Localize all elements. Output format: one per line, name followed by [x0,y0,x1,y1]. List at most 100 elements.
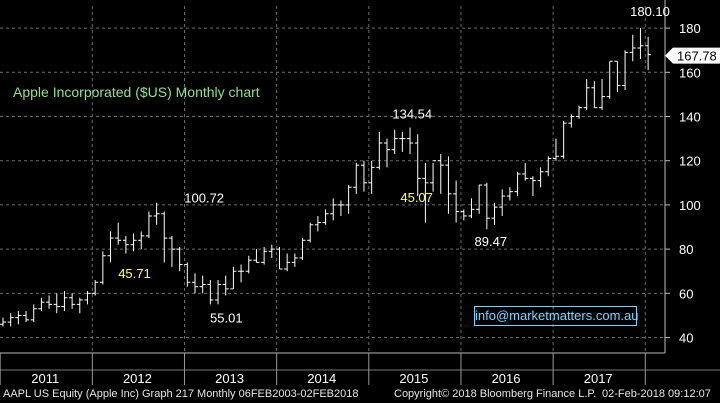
ohlc-bar [499,189,506,216]
ohlc-bar [414,134,421,197]
ohlc-bar [184,262,191,287]
ohlc-bar [384,138,390,168]
footer-security: AAPL US Equity (Apple Inc) Graph 217 Mon… [3,388,359,400]
last-price-label: 167.78 [677,49,717,64]
ohlc-bar [38,297,45,312]
ohlc-bar [161,211,168,263]
ohlc-bar [176,246,183,272]
annotations: 100.72 45.71 55.01 134.54 45.07 89.47 180.10 [118,4,670,325]
ohlc-bar [307,222,314,243]
ohlc-bar [629,34,636,62]
ohlc-bar [53,293,60,314]
ohlc-bar [107,231,114,263]
ohlc-bar [276,246,283,270]
ohlc-bar [576,105,582,119]
ohlc-bar [376,131,383,170]
ohlc-bar [407,127,414,155]
ohlc-bar [337,200,344,216]
ohlc-bar [168,235,175,267]
annotation-label: 55.01 [210,310,243,325]
x-axis: 2011 2012 2013 2014 2015 2016 2017 [0,352,720,385]
y-tick-label: 80 [679,242,693,257]
ohlc-bar [284,253,291,272]
y-axis: 40 60 80 100 120 140 160 180 167.78 [664,0,720,353]
ohlc-bar [483,182,490,230]
ohlc-bar [545,156,552,177]
ohlc-bar [15,311,22,325]
x-tick-label: 2017 [584,371,613,385]
x-tick-label: 2016 [492,371,521,385]
ohlc-bar [622,50,629,90]
ohlc-bar [314,215,321,232]
price-chart: 40 60 80 100 120 140 160 180 167.78 2011 2012 2013… [0,0,720,385]
y-tick-label: 40 [679,331,693,346]
annotation-label: 134.54 [392,107,432,122]
ohlc-bar [391,129,398,155]
ohlc-bar [23,311,30,323]
email-link[interactable]: info@marketmatters.com.au [474,306,638,326]
ohlc-bar [30,304,37,323]
ohlc-bar [230,266,237,290]
ohlc-bar [322,209,329,225]
ohlc-bar [614,60,621,93]
ohlc-bar [591,81,598,109]
ohlc-bar [491,202,498,225]
ohlc-bar [46,295,53,309]
y-tick-label: 100 [679,198,701,213]
ohlc-bar [368,160,375,194]
ohlc-bar [529,176,536,197]
ohlc-bar [268,244,275,258]
x-tick-label: 2011 [31,371,59,385]
ohlc-bar [606,60,613,99]
last-price-tag [665,47,720,64]
ohlc-bar [645,36,652,71]
ohlc-bar [445,156,452,214]
ohlc-bar [61,291,68,312]
annotation-label: 100.72 [184,190,224,205]
ohlc-bar [583,78,590,110]
ohlc-bar [261,246,268,265]
ohlc-bar [514,171,521,197]
footer-bar: AAPL US Equity (Apple Inc) Graph 217 Mon… [0,385,720,403]
ohlc-bar [122,235,129,254]
ohlc-bar [560,120,567,159]
ohlc-bar [568,114,575,128]
ohlc-bar [399,131,406,152]
ohlc-bar [222,275,229,296]
ohlc-bar [453,180,460,223]
gridlines [0,6,665,353]
ohlc-bar [145,211,152,239]
ohlc-bar [69,293,76,309]
ohlc-bar [430,160,437,192]
ohlc-bar [115,222,122,245]
ohlc-bar [345,185,352,214]
ohlc-bar [599,78,606,110]
ohlc-bar [7,313,14,327]
ohlc-bar [291,253,298,267]
ohlc-bar [552,138,559,161]
ohlc-bar [199,275,206,294]
x-tick-label: 2013 [215,371,244,385]
y-tick-label: 140 [679,110,701,125]
y-tick-label: 160 [679,65,701,80]
x-tick-label: 2012 [123,371,152,385]
x-tick-label: 2014 [307,371,336,385]
ohlc-bars [0,28,652,327]
footer-timestamp: 02-Feb-2018 09:12:07 [602,388,711,400]
annotation-label: 180.10 [630,4,670,19]
ohlc-bar [153,202,160,225]
ohlc-bar [253,249,260,263]
ohlc-bar [330,198,337,221]
ohlc-bar [437,154,444,194]
ohlc-bar [192,273,198,294]
ohlc-bar [476,184,483,214]
ohlc-bar [353,162,360,194]
ohlc-bar [215,280,222,305]
ohlc-bar [506,187,513,201]
ohlc-bar [299,238,306,261]
ohlc-bar [422,162,429,223]
chart-title: Apple Incorporated ($US) Monthly chart [13,84,260,100]
ohlc-bar [238,264,245,283]
ohlc-bar [92,280,99,296]
